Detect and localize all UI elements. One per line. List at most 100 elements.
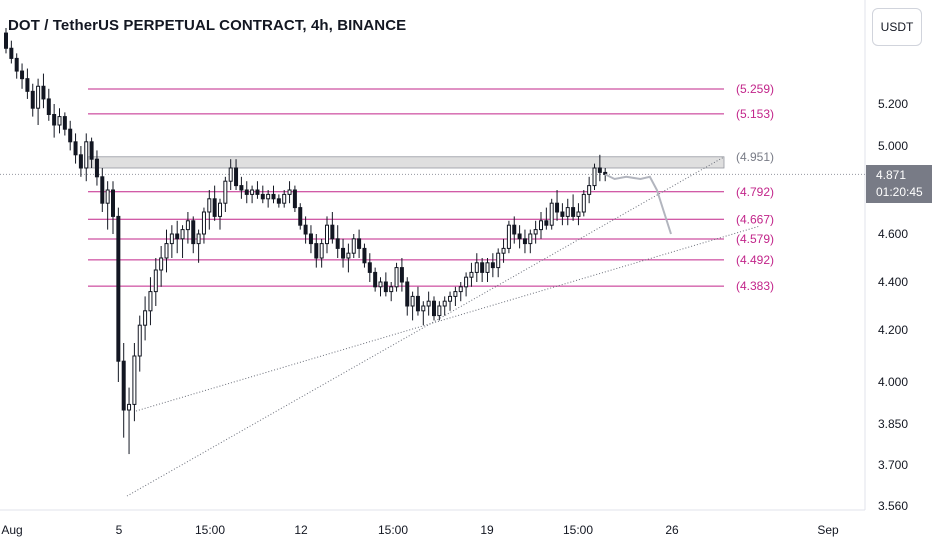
candle-body (292, 189, 297, 209)
candle-body (512, 224, 517, 235)
candle-body (544, 220, 549, 226)
time-tick-label: 15:00 (563, 523, 593, 537)
candle-body (603, 171, 608, 175)
price-tick-label: 4.400 (878, 275, 908, 289)
candle-body (175, 233, 180, 240)
price-tick-label: 4.200 (878, 323, 908, 337)
trendlines (126, 156, 761, 497)
candle-body (533, 229, 538, 235)
candle-body (448, 295, 453, 302)
candle-body (303, 224, 308, 235)
level-label: (4.383) (736, 279, 774, 293)
candle-body (565, 207, 570, 217)
candle-body (14, 57, 19, 72)
candle-body (399, 267, 404, 283)
level-label: (4.667) (736, 212, 774, 226)
candle-body (94, 158, 99, 178)
price-tick-label: 3.560 (878, 499, 908, 513)
candle-body (432, 300, 436, 317)
candle-body (196, 233, 201, 245)
projection-path (604, 173, 672, 235)
time-tick-label: 15:00 (378, 523, 408, 537)
currency-button[interactable]: USDT (872, 8, 922, 46)
time-axis[interactable]: Aug 5 15:00 12 15:00 19 15:00 26 Sep (1, 523, 839, 537)
candle-body (490, 262, 495, 269)
candle-body (506, 224, 511, 249)
candle-body (271, 193, 276, 200)
time-tick-label: 12 (294, 523, 308, 537)
candle-body (105, 189, 110, 204)
resistance-zone-box (87, 156, 725, 169)
candle-body (260, 193, 265, 200)
candle-body (426, 300, 431, 307)
candle-body (218, 202, 222, 217)
resistance-zone (87, 156, 725, 169)
candle-body (52, 114, 57, 126)
candle-body (373, 271, 378, 288)
candle-body (153, 269, 158, 293)
candlesticks (4, 28, 608, 455)
candle-body (100, 176, 105, 204)
level-label: (4.792) (736, 185, 774, 199)
candle-body (244, 189, 249, 195)
candle-body (169, 233, 174, 245)
candle-body (121, 360, 126, 411)
candle-body (410, 295, 415, 307)
candle-body (421, 305, 426, 312)
candle-body (276, 198, 281, 204)
current-price-value: 4.871 (876, 168, 907, 182)
candle-body (341, 247, 346, 259)
candle-body (330, 224, 335, 240)
candle-body (255, 189, 260, 195)
price-tick-label: 4.600 (878, 227, 908, 241)
candle-body (62, 116, 67, 130)
candle-body (132, 355, 137, 405)
candle-body (143, 310, 148, 326)
candle-body (239, 185, 244, 191)
price-tick-label: 3.850 (878, 417, 908, 431)
candle-body (89, 141, 94, 160)
candle-body (164, 243, 169, 259)
candle-body (528, 233, 533, 245)
candle-body (127, 403, 132, 411)
time-tick-label: 19 (480, 523, 494, 537)
level-label: (5.153) (736, 107, 774, 121)
candle-body (298, 207, 303, 226)
candle-body (576, 211, 581, 217)
candle-body (185, 220, 190, 231)
candle-body (581, 193, 586, 213)
candle-body (378, 281, 383, 288)
candle-body (335, 238, 340, 249)
candle-body (9, 47, 14, 59)
level-label: (4.951) (736, 150, 774, 164)
candle-body (597, 167, 602, 173)
time-tick-label: Aug (1, 523, 22, 537)
price-axis[interactable]: 5.2005.0004.8004.6004.4004.2004.0003.850… (878, 97, 908, 513)
chart-title: DOT / TetherUS PERPETUAL CONTRACT, 4h, B… (8, 17, 407, 34)
candle-body (234, 167, 239, 187)
candle-body (207, 198, 212, 213)
candle-body (282, 193, 287, 204)
candle-body (68, 128, 73, 143)
candle-body (474, 262, 479, 273)
candle-body (555, 202, 560, 213)
candle-body (367, 262, 372, 273)
candle-body (458, 286, 463, 293)
candle-body (180, 229, 185, 240)
price-tick-label: 5.200 (878, 97, 908, 111)
candle-body (30, 90, 35, 109)
candle-body (191, 220, 196, 245)
candle-body (394, 267, 399, 288)
candle-body (346, 252, 351, 259)
candle-body (587, 185, 592, 195)
candle-countdown: 01:20:45 (876, 185, 923, 199)
candle-body (437, 305, 442, 317)
projection-line (604, 173, 672, 235)
candle-body (325, 224, 329, 245)
candle-body (20, 70, 25, 80)
candle-body (389, 286, 394, 293)
candle-body (362, 247, 367, 264)
trendline-secondary (135, 225, 761, 412)
candle-body (592, 167, 597, 187)
